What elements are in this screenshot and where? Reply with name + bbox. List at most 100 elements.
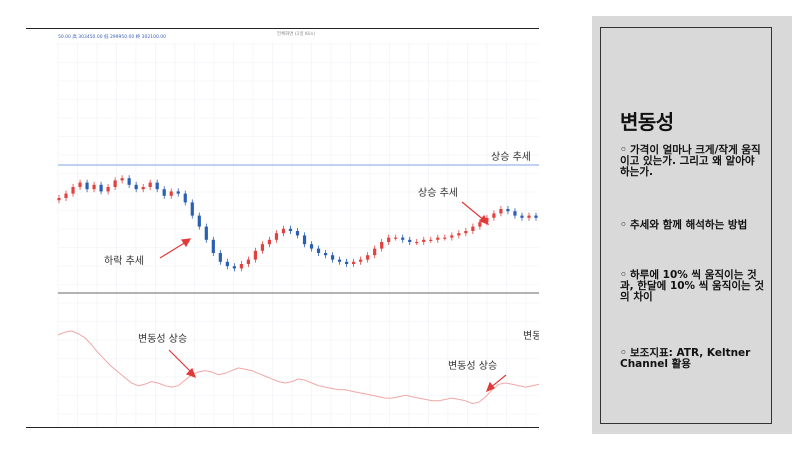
vol-rise-arrow-2 [485,374,507,393]
candle-body [401,237,405,240]
bullet-dot: ◦ [620,219,627,231]
candle-body [394,237,398,239]
candle-body [478,222,482,227]
chart-grid [57,42,539,426]
candle-body [302,235,307,245]
candle-body [380,242,384,249]
candle-body [422,239,426,242]
candle-body [183,193,187,203]
candle-body [57,198,61,201]
candle-body [176,191,180,194]
bullet-text: 가격이 얼마나 크게/작게 움직이고 있는가. 그리고 왜 알아야 하는가. [620,144,761,178]
candlestick-series [57,175,538,272]
candle-body [359,259,363,262]
candle-body [415,242,419,244]
candle-body [316,248,321,253]
candle-body [204,226,208,240]
candle-body [225,261,229,267]
candle-body [387,237,391,242]
panel-title: 변동성 [620,110,674,134]
chart-title: 전체화면 (1일 Klin) [277,30,315,37]
bullet-dot: ◦ [620,269,627,281]
candle-body [92,184,96,190]
candle-body [253,250,258,260]
bullet-dot: ◦ [620,144,627,156]
candle-body [127,178,131,185]
side-panel-border [600,27,772,424]
uptrend-label: 상승 추세 [418,187,458,199]
candle-body [527,215,531,218]
vol-rise-arrow-1 [168,349,197,379]
candle-body [323,253,328,256]
downtrend-label: 하락 추세 [104,254,144,267]
candle-body [471,226,475,231]
candle-body [499,209,503,214]
candle-body [408,239,412,242]
candle-body [457,233,461,236]
candle-body [513,211,517,216]
bullet-text: 추세와 함께 해석하는 방법 [630,219,748,231]
candle-body [492,213,496,218]
panel-bullet-1: ◦ 가격이 얼마나 크게/작게 움직이고 있는가. 그리고 왜 알아야 하는가. [620,145,766,178]
candle-body [239,264,243,269]
candle-body [197,215,201,227]
candle-body [71,187,75,194]
candle-body [373,248,377,256]
candle-body [218,253,222,262]
candle-body [85,182,89,190]
candle-body [429,239,433,241]
candle-body [162,189,166,196]
candle-body [443,237,447,239]
candle-body [169,191,173,196]
candle-body [485,217,489,223]
bullet-dot: ◦ [620,347,627,359]
candle-body [267,239,272,245]
candle-body [155,182,159,190]
candle-body [309,244,314,249]
candle-body [450,235,454,238]
candle-body [134,184,138,190]
upper-level-label: 상승 추세 [491,151,531,163]
candle-body [113,180,117,187]
candle-body [211,239,215,253]
side-panel [592,16,792,434]
candle-body [274,233,279,240]
panel-bullet-2: ◦ 추세와 함께 해석하는 방법 [620,220,766,231]
price-legend: 50.00 高 303450.00 低 299950.00 終 302100.0… [58,33,166,40]
candle-body [366,255,370,260]
candle-body [78,182,82,187]
candle-body [295,231,300,236]
candle-body [120,178,124,181]
candle-body [99,184,103,192]
panel-bullet-4: ◦ 보조지표: ATR, Keltner Channel 활용 [620,348,766,370]
vol-rise-label-2: 변동성 상승 [448,360,497,372]
candle-body [506,209,510,212]
candle-body [141,187,145,190]
uptrend-arrow [461,201,490,226]
candle-body [436,237,440,240]
candle-body [520,215,524,218]
candle-body [281,228,286,234]
vol-rise-label-1: 변동성 상승 [138,333,187,345]
candle-body [337,259,342,262]
candle-body [288,228,293,231]
candle-body [345,261,349,264]
candle-body [464,231,468,234]
candle-body [246,259,250,264]
slide-frame [26,28,539,428]
candle-body [190,202,194,216]
downtrend-arrow [159,238,192,259]
candle-body [106,187,110,192]
chart-area: 50.00 高 303450.00 低 299950.00 終 302100.0… [57,30,539,426]
bullet-text: 하루에 10% 씩 움직이는 것과, 한달에 10% 씩 움직이는 것의 차이 [620,269,764,303]
candle-body [352,261,356,264]
candle-body [534,215,538,218]
vol-cut-label: 변동 [523,330,539,342]
candle-body [148,182,152,187]
candle-body [260,244,265,251]
volatility-line [57,330,539,405]
candle-body [64,193,68,198]
candle-body [232,266,236,269]
candle-body [330,255,335,260]
panel-bullet-3: ◦ 하루에 10% 씩 움직이는 것과, 한달에 10% 씩 움직이는 것의 차이 [620,270,766,303]
